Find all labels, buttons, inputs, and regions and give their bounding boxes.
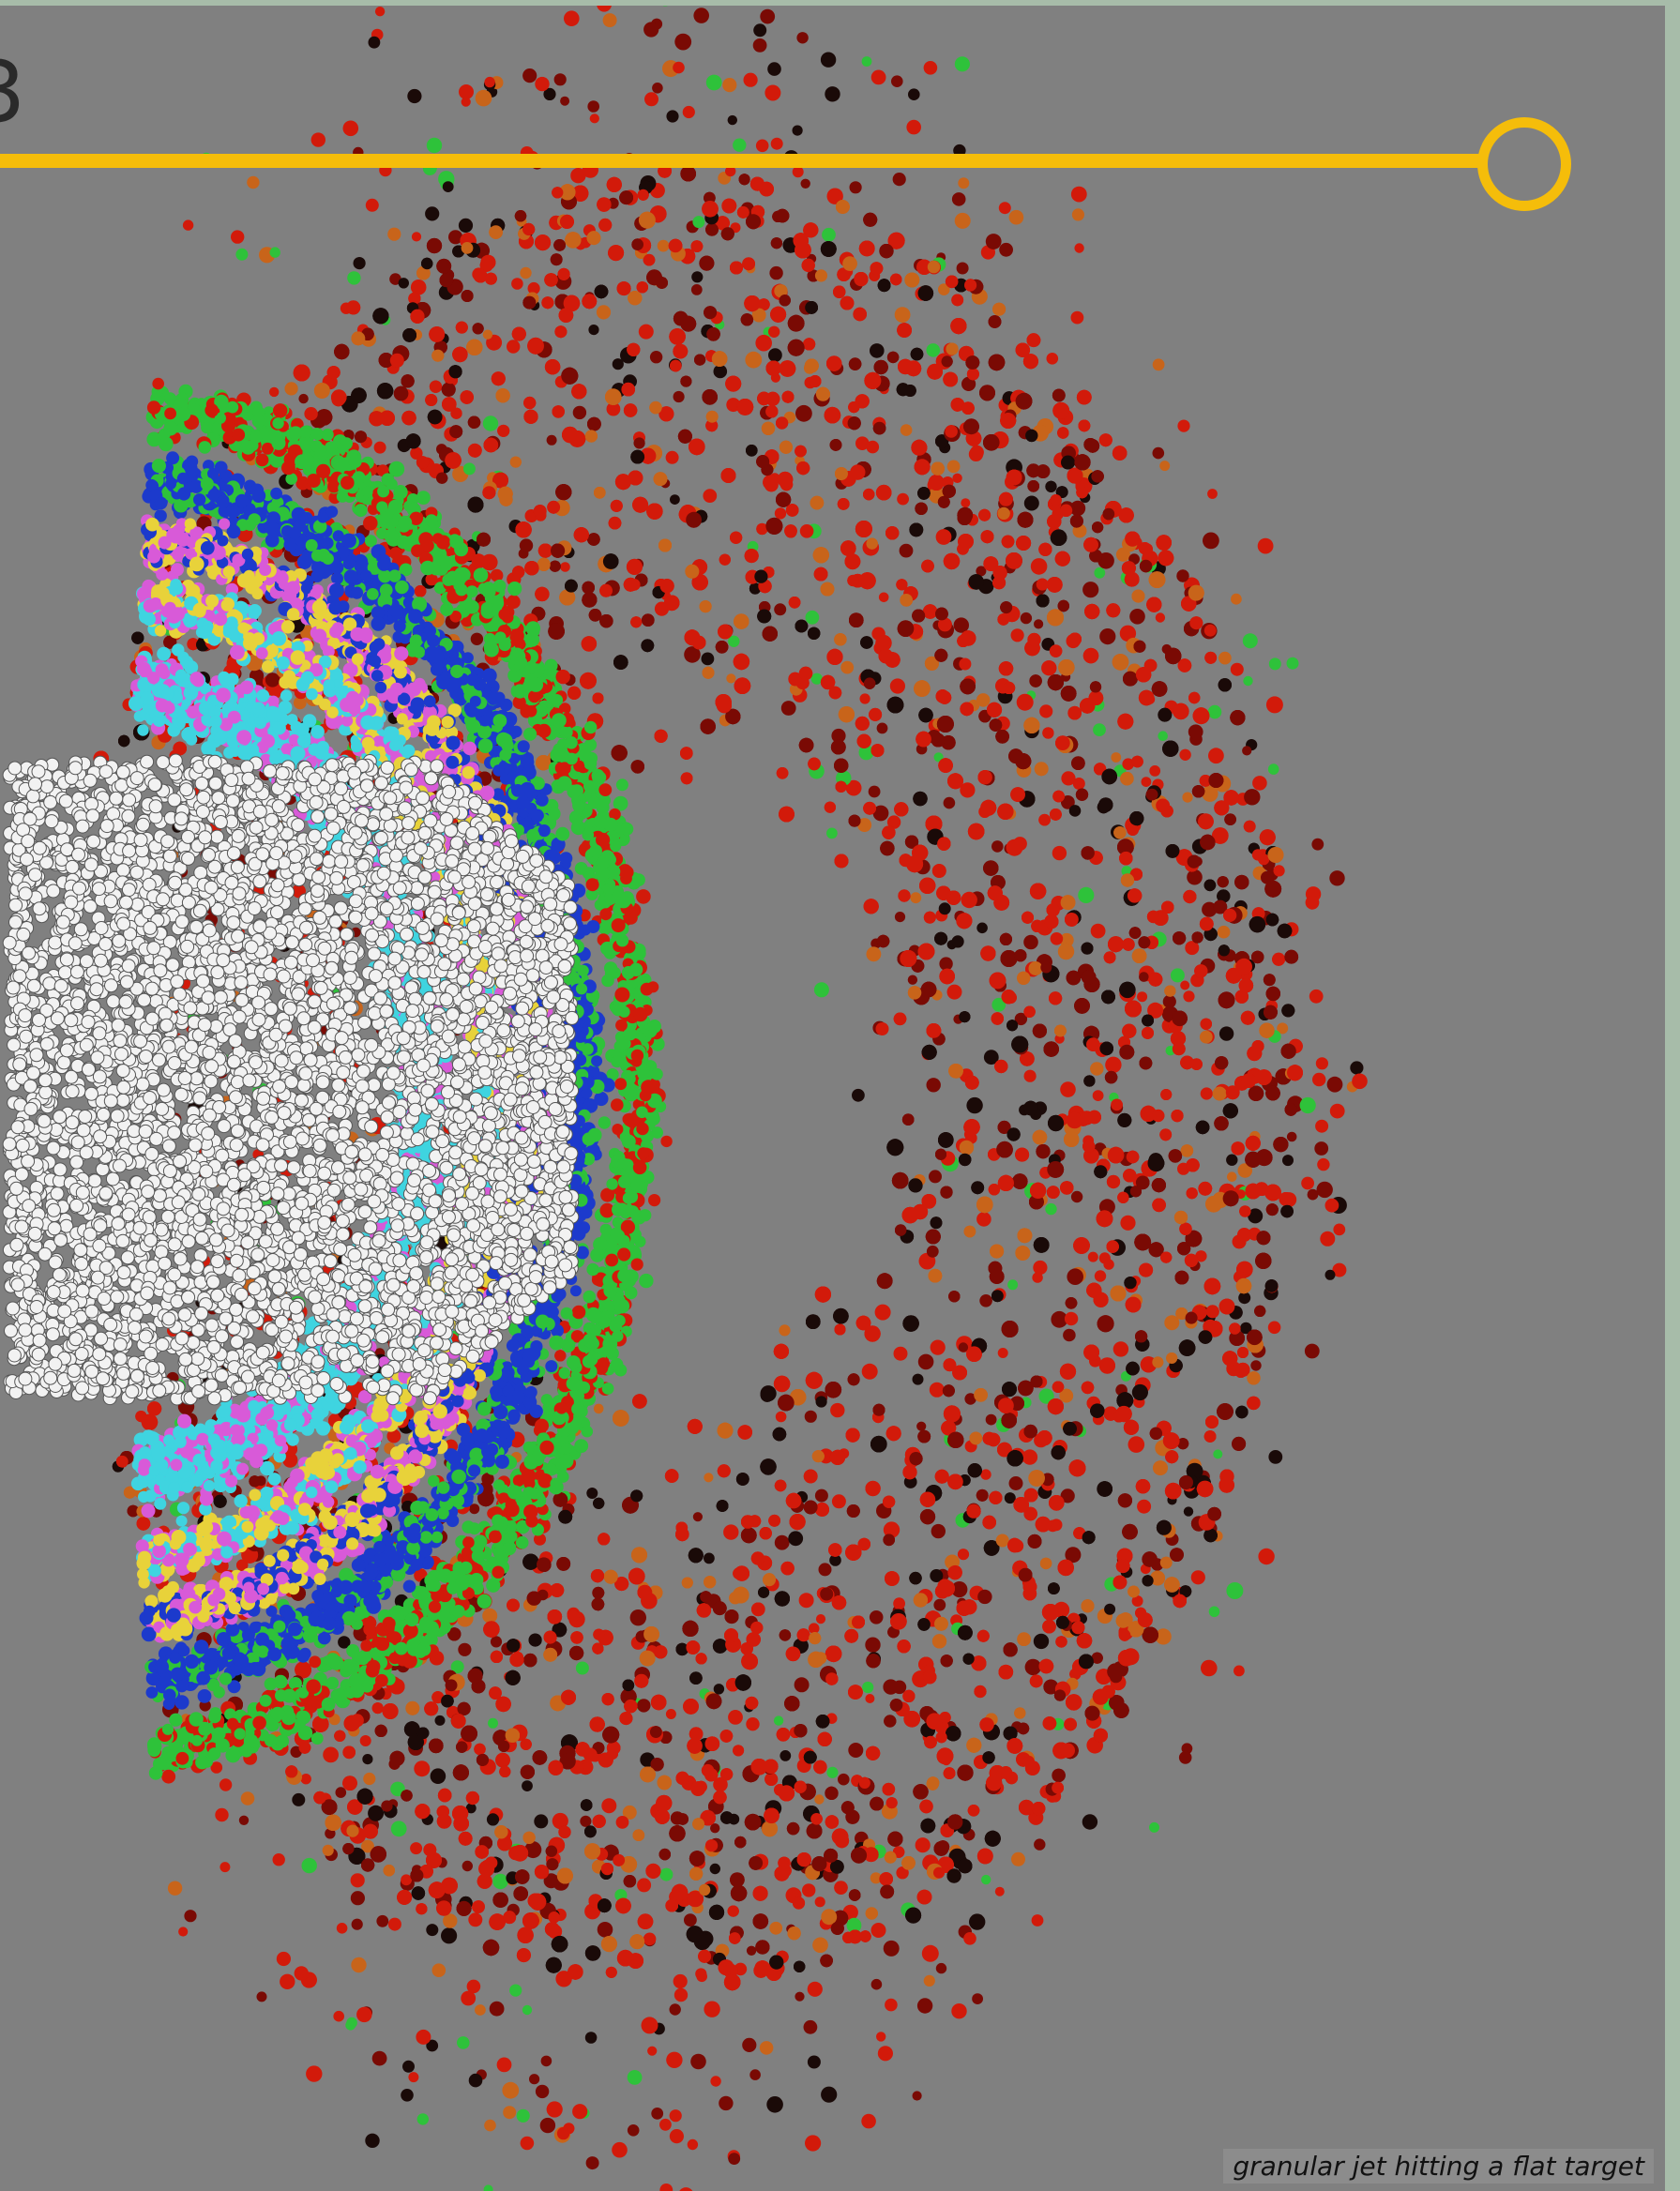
progress-slider-track[interactable] — [0, 154, 1482, 168]
particle-cloud — [2, 6, 1368, 2191]
image-caption: granular jet hitting a flat target — [1223, 2149, 1654, 2183]
progress-slider-knob[interactable] — [1477, 117, 1571, 211]
partial-digit: 3 — [0, 51, 25, 135]
simulation-view: 3 granular jet hitting a flat target — [0, 6, 1665, 2191]
